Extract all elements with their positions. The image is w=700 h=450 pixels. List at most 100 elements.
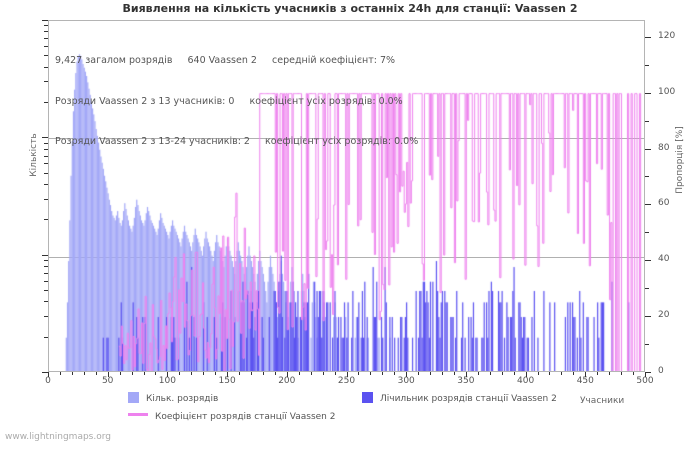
- tick-mark-minor: [382, 372, 384, 375]
- tick-mark-minor: [155, 372, 157, 375]
- chart-title: Виявлення на кількість учасників з остан…: [122, 2, 578, 15]
- y-right-tick-80: 80: [658, 142, 670, 153]
- tick-mark-minor: [44, 55, 48, 57]
- tick-mark-minor: [645, 176, 649, 178]
- legend-item-station[interactable]: Лічильник розрядів станції Vaassen 2: [362, 392, 557, 404]
- tick-mark-minor: [44, 38, 48, 40]
- tick-mark-minor: [573, 372, 575, 375]
- tick-mark-minor: [44, 81, 48, 83]
- tick-mark-minor: [44, 31, 48, 33]
- tick-mark: [48, 372, 49, 377]
- tick-mark: [645, 92, 651, 94]
- tick-mark-minor: [537, 372, 539, 375]
- tick-mark: [227, 372, 229, 377]
- tick-mark-minor: [513, 372, 515, 375]
- tick-mark-minor: [143, 372, 145, 375]
- tick-mark-minor: [44, 266, 48, 268]
- tick-mark: [645, 372, 646, 377]
- tick-mark-minor: [609, 372, 611, 375]
- tick-mark-minor: [44, 280, 48, 282]
- tick-mark: [286, 372, 288, 377]
- tick-mark-minor: [44, 219, 48, 221]
- tick-mark-minor: [298, 372, 300, 375]
- tick-mark-minor: [44, 272, 48, 274]
- y-right-tick-0: 0: [658, 366, 664, 376]
- tick-mark-minor: [394, 372, 396, 375]
- tick-mark-minor: [358, 372, 360, 375]
- tick-mark: [645, 148, 651, 150]
- tick-mark-minor: [44, 163, 48, 165]
- tick-mark-minor: [633, 372, 635, 375]
- tick-mark-minor: [430, 372, 432, 375]
- tick-mark: [645, 260, 651, 262]
- tick-mark-minor: [44, 102, 48, 103]
- tick-mark-minor: [561, 372, 563, 375]
- tick-mark-minor: [453, 372, 455, 375]
- tick-mark-minor: [44, 148, 48, 150]
- tick-mark-minor: [44, 155, 48, 157]
- tick-mark-minor: [83, 372, 85, 375]
- tick-mark-minor: [645, 120, 649, 122]
- tick-mark-minor: [44, 198, 48, 200]
- tick-mark: [525, 372, 527, 377]
- tick-mark-minor: [203, 372, 205, 375]
- tick-mark-minor: [477, 372, 479, 375]
- tick-mark-minor: [645, 288, 649, 290]
- tick-mark-minor: [549, 372, 551, 375]
- tick-mark: [645, 204, 651, 206]
- tick-mark-minor: [44, 316, 48, 318]
- tick-mark-minor: [597, 372, 599, 375]
- tick-mark-minor: [44, 66, 48, 68]
- tick-mark-minor: [44, 46, 48, 48]
- tick-mark-minor: [71, 372, 73, 375]
- y-right-tick-20: 20: [658, 310, 670, 321]
- x-tick-250: 250: [337, 376, 356, 386]
- x-tick-300: 300: [397, 376, 415, 386]
- tick-mark-minor: [442, 372, 444, 375]
- x-tick-150: 150: [218, 376, 236, 386]
- tick-mark: [645, 36, 651, 38]
- tick-mark-minor: [44, 184, 48, 186]
- tick-mark-minor: [44, 289, 48, 291]
- tick-mark: [346, 372, 348, 377]
- legend-item-total[interactable]: Кільк. розрядів: [128, 392, 218, 404]
- series-canvas: [49, 21, 644, 371]
- tick-mark-minor: [501, 372, 503, 375]
- x-tick-200: 200: [278, 376, 296, 386]
- legend-swatch-ratio: [128, 413, 148, 416]
- tick-mark: [406, 372, 408, 377]
- x-axis-label: Учасники: [580, 396, 625, 406]
- tick-mark-minor: [179, 372, 181, 375]
- legend-swatch-total: [128, 392, 139, 403]
- tick-mark-minor: [44, 260, 48, 262]
- tick-mark-minor: [322, 372, 324, 375]
- tick-mark-minor: [44, 172, 48, 174]
- chart-legend: Кільк. розрядів Лічильник розрядів станц…: [0, 388, 700, 433]
- tick-mark: [167, 372, 169, 377]
- tick-mark: [42, 254, 48, 256]
- tick-mark-minor: [44, 25, 48, 27]
- x-tick-350: 350: [457, 376, 475, 386]
- legend-label-ratio: Коефіцієнт розрядів станції Vaassen 2: [155, 412, 336, 422]
- legend-item-ratio[interactable]: Коефіцієнт розрядів станції Vaassen 2: [128, 412, 335, 422]
- tick-mark: [42, 20, 48, 21]
- tick-mark-minor: [645, 344, 649, 346]
- x-tick-500: 500: [636, 376, 654, 386]
- tick-mark-minor: [215, 372, 217, 375]
- tick-mark-minor: [191, 372, 193, 375]
- tick-mark-minor: [645, 64, 649, 66]
- tick-mark-minor: [334, 372, 336, 375]
- y-axis-left-label: Кількість: [29, 133, 39, 177]
- tick-mark-minor: [44, 336, 48, 338]
- tick-mark-minor: [370, 372, 372, 375]
- plot-area: [48, 20, 645, 372]
- tick-mark: [645, 316, 651, 318]
- tick-mark-minor: [262, 372, 264, 375]
- legend-label-total: Кільк. розрядів: [146, 394, 219, 404]
- tick-mark: [645, 372, 651, 373]
- x-tick-0: 0: [45, 376, 51, 386]
- y-right-tick-40: 40: [658, 254, 670, 265]
- tick-mark-minor: [274, 372, 276, 375]
- y-right-tick-100: 100: [658, 86, 676, 97]
